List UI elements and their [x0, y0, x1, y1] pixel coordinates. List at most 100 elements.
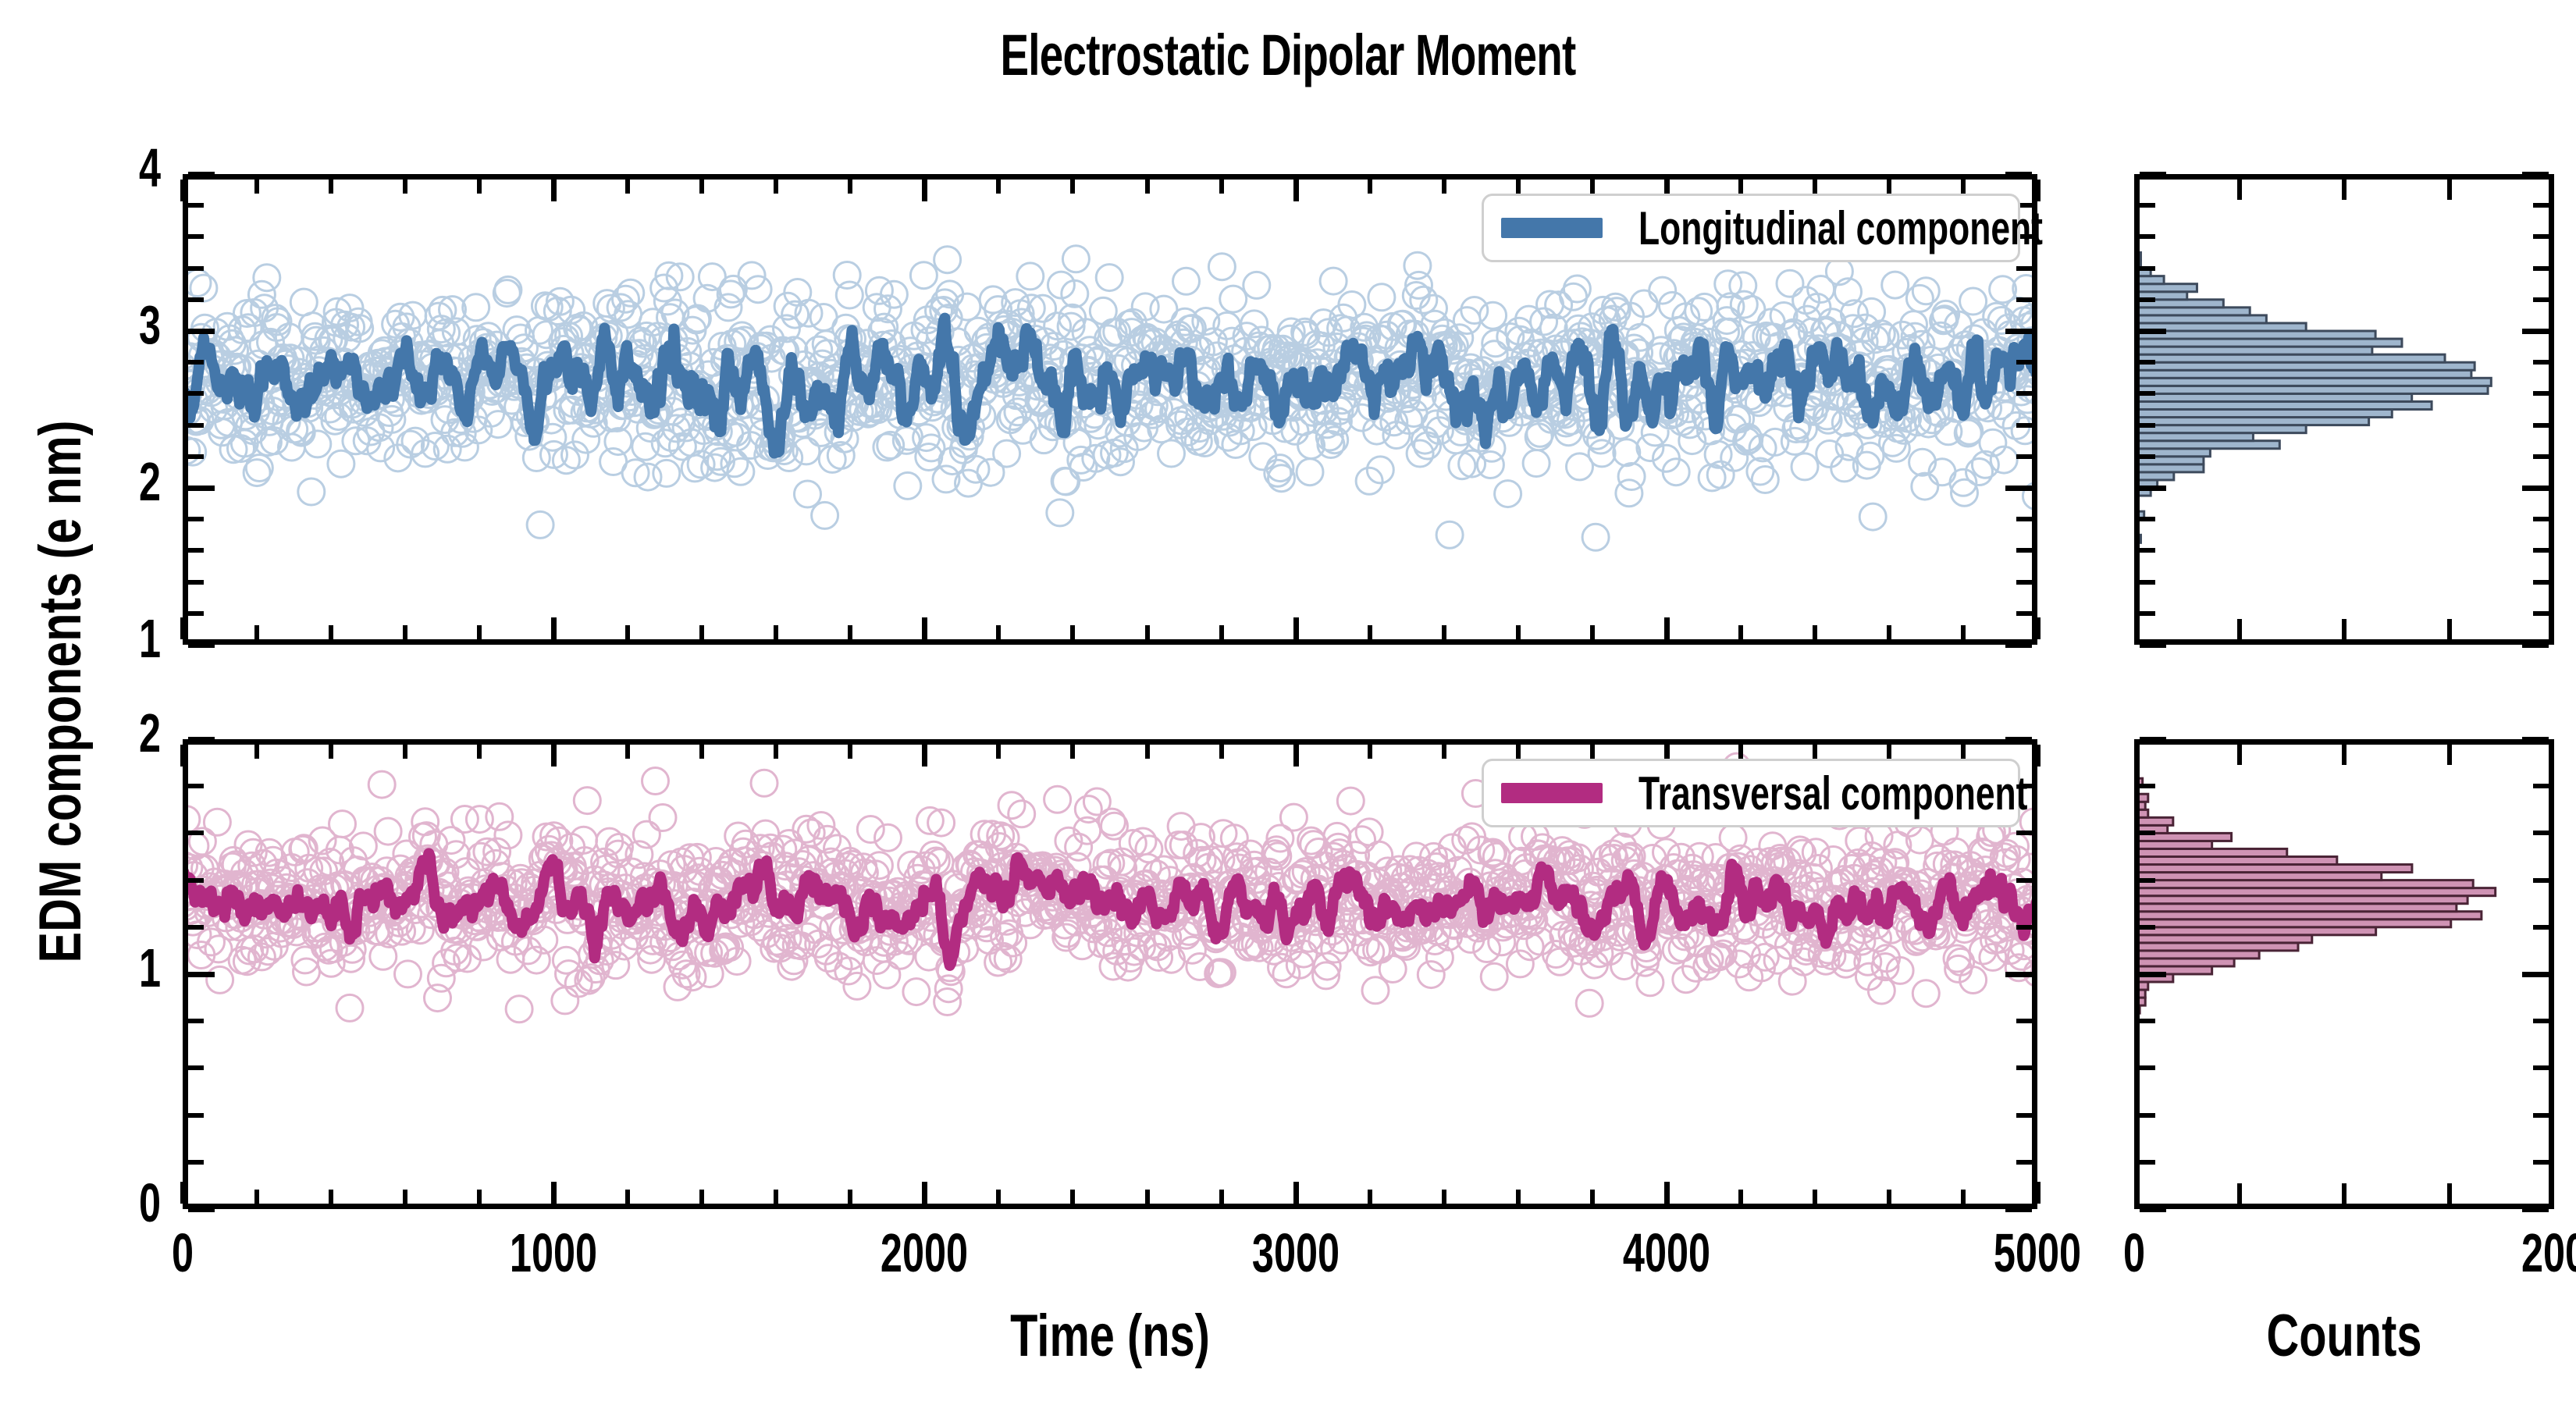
axis-tick-label: 4: [138, 137, 161, 198]
axis-tick: [2016, 610, 2032, 616]
legend-label-transversal: Transversal component: [1638, 767, 2028, 820]
axis-tick: [2035, 617, 2041, 639]
axis-tick-label: 1000: [510, 1222, 598, 1283]
axis-tick: [2140, 1207, 2166, 1212]
axis-tick: [774, 180, 779, 194]
axis-tick: [1293, 745, 1299, 767]
axis-tick: [774, 1190, 779, 1204]
axis-tick-label: 1: [138, 608, 161, 669]
axis-tick: [2533, 360, 2549, 365]
axis-tick: [2446, 180, 2452, 200]
axis-tick: [2140, 454, 2155, 459]
axis-tick: [2016, 579, 2032, 585]
axis-tick: [2016, 265, 2032, 271]
axis-tick: [188, 1207, 215, 1212]
axis-tick: [2140, 784, 2155, 789]
axis-tick: [403, 745, 408, 759]
axis-tick-label: 0: [138, 1172, 161, 1233]
axis-tick: [2533, 422, 2549, 428]
axis-tick: [625, 625, 631, 639]
axis-tick: [2016, 454, 2032, 459]
legend-longitudinal[interactable]: Longitudinal component: [1482, 194, 2043, 262]
axis-tick: [1663, 745, 1670, 767]
axis-tick: [774, 625, 779, 639]
axis-tick: [2533, 610, 2549, 616]
figure-title: Electrostatic Dipolar Moment: [1000, 23, 1577, 87]
axis-tick-label: 1: [138, 937, 161, 998]
axis-tick: [1589, 625, 1595, 639]
axis-tick: [1663, 180, 1670, 201]
axis-tick: [2016, 1159, 2032, 1165]
axis-tick: [1886, 625, 1891, 639]
axis-tick: [2016, 517, 2032, 522]
axis-tick: [2533, 1159, 2549, 1165]
axis-tick: [188, 391, 204, 397]
axis-tick: [2533, 831, 2549, 836]
axis-tick: [1886, 1190, 1891, 1204]
axis-tick: [1441, 180, 1446, 194]
axis-tick: [188, 737, 215, 742]
axis-tick: [188, 1112, 204, 1118]
axis-tick: [2533, 454, 2549, 459]
axis-tick: [188, 422, 204, 428]
axis-tick: [2342, 745, 2347, 765]
axis-tick: [848, 625, 853, 639]
axis-tick: [1293, 180, 1299, 201]
legend-transversal[interactable]: Transversal component: [1482, 759, 2027, 827]
axis-tick: [329, 745, 334, 759]
axis-tick: [1812, 180, 1817, 194]
axis-tick: [2140, 579, 2155, 585]
axis-tick: [2140, 234, 2155, 240]
transversal-histogram-area: [2134, 761, 2497, 1015]
axis-tick: [1960, 1190, 1966, 1204]
axis-tick: [2140, 877, 2155, 883]
axis-tick: [1441, 745, 1446, 759]
axis-tick: [2140, 1112, 2155, 1118]
axis-tick: [188, 784, 204, 789]
axis-tick-label: 3000: [1251, 1222, 1340, 1283]
axis-tick: [1367, 745, 1372, 759]
axis-tick: [2140, 924, 2155, 930]
axis-tick: [188, 329, 215, 334]
axis-tick: [2533, 297, 2549, 302]
axis-tick: [2533, 1019, 2549, 1024]
axis-tick: [1367, 625, 1372, 639]
axis-tick: [254, 625, 260, 639]
axis-tick: [922, 1182, 928, 1204]
axis-tick: [625, 180, 631, 194]
axis-tick: [1515, 745, 1521, 759]
axis-tick: [2140, 265, 2155, 271]
axis-tick: [996, 625, 1002, 639]
axis-tick: [2522, 972, 2549, 977]
axis-tick-label: 5000: [1993, 1222, 2082, 1283]
axis-tick-label: 2: [138, 451, 161, 512]
axis-tick: [403, 1190, 408, 1204]
axis-tick: [2522, 642, 2549, 648]
axis-tick: [188, 579, 204, 585]
axis-tick: [1441, 1190, 1446, 1204]
axis-tick: [1367, 1190, 1372, 1204]
axis-tick: [2236, 180, 2242, 200]
axis-tick: [329, 1190, 334, 1204]
axis-tick: [2236, 1183, 2242, 1204]
axis-tick: [2016, 548, 2032, 553]
axis-tick: [2016, 391, 2032, 397]
axis-tick: [996, 745, 1002, 759]
axis-tick: [996, 180, 1002, 194]
axis-tick: [2140, 203, 2155, 208]
axis-tick: [2140, 172, 2166, 177]
axis-tick: [2005, 972, 2032, 977]
axis-tick: [551, 180, 557, 201]
axis-tick: [180, 1182, 186, 1204]
x-axis-title: Time (ns): [1010, 1303, 1210, 1369]
axis-tick-label: 2: [138, 702, 161, 763]
axis-tick: [188, 172, 215, 177]
axis-tick: [1738, 180, 1743, 194]
axis-tick: [2005, 737, 2032, 742]
legend-swatch-longitudinal: [1501, 218, 1603, 238]
y-axis-title: EDM components (e nm): [27, 420, 94, 963]
axis-tick: [1070, 625, 1076, 639]
axis-tick: [2533, 1112, 2549, 1118]
axis-tick: [254, 180, 260, 194]
